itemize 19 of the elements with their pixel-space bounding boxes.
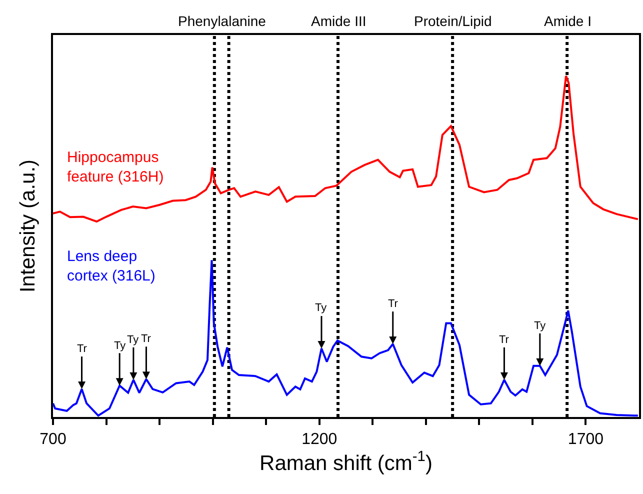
annotation: Tr bbox=[388, 298, 398, 310]
x-tick-label: 1200 bbox=[302, 431, 338, 448]
x-axis-title: Raman shift (cm$^{-1}$) bbox=[260, 449, 432, 475]
x-tick-label: 1700 bbox=[568, 431, 604, 448]
series-label: Hippocampus feature (316H) bbox=[67, 149, 164, 186]
text: Lens deep cortex (316L) bbox=[67, 248, 156, 284]
annotation: Ty bbox=[114, 340, 126, 352]
ref-line-label: Amide I bbox=[544, 13, 592, 29]
ref-line-label: Phenylalanine bbox=[178, 13, 266, 29]
annotation: Tr bbox=[77, 343, 88, 355]
y-axis-title: Intensity (a.u.) bbox=[16, 159, 40, 293]
x-tick-label: 700 bbox=[40, 431, 66, 448]
annotation: Tr bbox=[141, 333, 152, 345]
ref-line-label: Protein/Lipid bbox=[414, 13, 492, 29]
annotation: Ty bbox=[534, 320, 546, 332]
ref-line-label: Amide III bbox=[311, 13, 366, 29]
annotation: Ty bbox=[315, 302, 328, 314]
annotation: Tr bbox=[499, 334, 510, 346]
annotation: Ty bbox=[127, 334, 140, 346]
